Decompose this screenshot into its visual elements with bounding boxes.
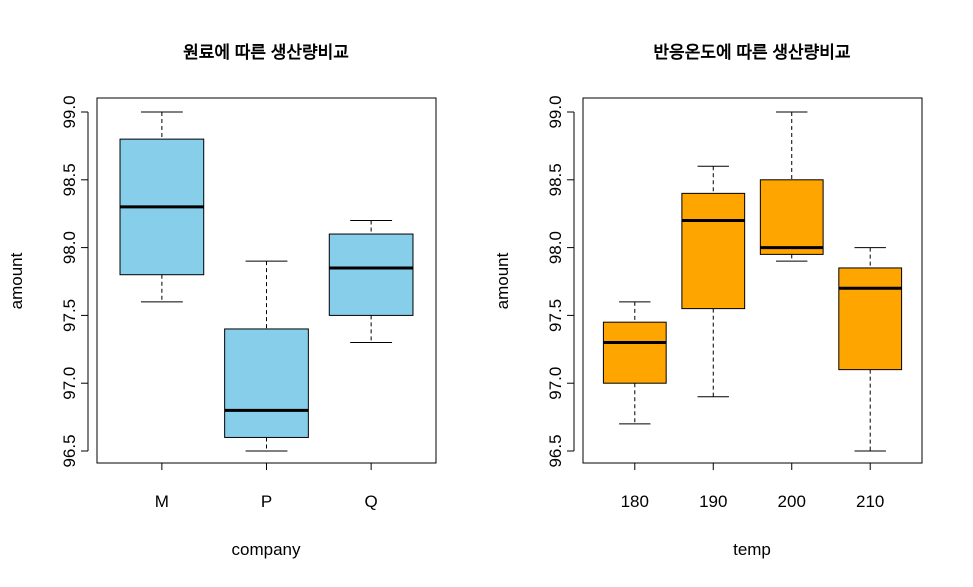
y-axis-label: amount — [493, 252, 512, 309]
y-tick-label: 97.5 — [60, 299, 79, 332]
x-ticks: 180 190 200 210 — [621, 463, 884, 511]
y-tick-label: 97.5 — [546, 299, 565, 332]
box-200 — [759, 111, 824, 262]
x-tick-label: 210 — [856, 492, 884, 511]
panel-company: 원료에 따른 생산량비교 96.5 97.0 97.5 98.0 98.5 99.0 M P… — [7, 43, 437, 559]
y-axis-label: amount — [7, 252, 26, 309]
box-group — [602, 111, 903, 452]
x-axis-label: company — [232, 540, 301, 559]
y-ticks: 96.5 97.0 97.5 98.0 98.5 99.0 — [546, 95, 574, 468]
box-body — [681, 192, 746, 310]
x-tick-label: Q — [365, 492, 378, 511]
y-tick-label: 99.0 — [60, 95, 79, 128]
x-tick-label: P — [261, 492, 272, 511]
box-body — [224, 328, 309, 438]
box-body — [838, 267, 903, 371]
box-M — [119, 111, 205, 303]
y-tick-label: 97.0 — [546, 367, 565, 400]
box-body — [328, 233, 414, 316]
y-tick-label: 99.0 — [546, 95, 565, 128]
y-tick-label: 98.5 — [546, 163, 565, 196]
box-190 — [681, 165, 746, 398]
box-180 — [602, 301, 667, 425]
y-tick-label: 96.5 — [546, 434, 565, 467]
box-body — [602, 321, 667, 384]
x-tick-label: 190 — [699, 492, 727, 511]
x-axis-label: temp — [733, 540, 771, 559]
y-tick-label: 98.5 — [60, 163, 79, 196]
chart-title: 반응온도에 따른 생산량비교 — [653, 43, 850, 62]
y-tick-label: 96.5 — [60, 434, 79, 467]
y-ticks: 96.5 97.0 97.5 98.0 98.5 99.0 — [60, 95, 88, 468]
y-tick-label: 98.0 — [546, 231, 565, 264]
box-group — [119, 111, 414, 452]
panel-temp: 반응온도에 따른 생산량비교 96.597.097.598.098.599.0 … — [493, 43, 923, 559]
box-body — [759, 179, 824, 255]
box-P — [224, 260, 309, 452]
x-tick-label: M — [155, 492, 169, 511]
y-tick-label: 97.0 — [60, 367, 79, 400]
x-tick-label: 180 — [621, 492, 649, 511]
box-210 — [838, 247, 903, 452]
y-tick-label: 98.0 — [60, 231, 79, 264]
x-tick-label: 200 — [778, 492, 806, 511]
box-Q — [328, 219, 414, 344]
chart-title: 원료에 따른 생산량비교 — [183, 43, 349, 62]
